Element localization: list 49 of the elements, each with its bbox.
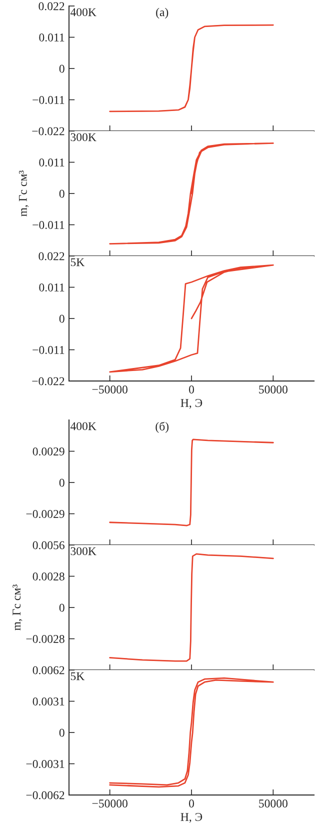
y-tick-label: 0.022 <box>38 252 64 260</box>
y-tick-label: −0.011 <box>32 220 64 230</box>
annotation: (б) <box>156 422 169 433</box>
y-tick-label: −0.022 <box>32 127 64 136</box>
x-tick-label: 50000 <box>259 800 288 808</box>
y-tick-label: −0.022 <box>32 377 64 386</box>
annotation: 5K <box>70 258 85 266</box>
line-series <box>109 142 274 244</box>
y-tick-label: −0.0062 <box>26 791 64 800</box>
y-tick-label: 0 <box>59 728 64 737</box>
annotation: 300K <box>70 133 96 142</box>
y-tick-label: 0.011 <box>39 33 64 42</box>
y-tick-label: −0.011 <box>32 96 64 104</box>
line-series <box>109 677 274 788</box>
y-axis-title: m, Гс см³ <box>18 170 29 216</box>
annotation: 400K <box>70 8 96 16</box>
y-tick-label: 0.0056 <box>32 541 64 550</box>
y-tick-label: 0 <box>59 314 64 323</box>
x-tick-label: 0 <box>189 800 194 808</box>
x-tick-label: −50000 <box>92 386 128 394</box>
y-tick-label: 0.011 <box>39 283 64 292</box>
x-tick-label: 50000 <box>259 386 288 394</box>
y-tick-label: 0 <box>59 190 64 198</box>
line-series <box>109 553 274 662</box>
y-tick-label: 0.0062 <box>32 666 64 674</box>
y-axis-title: m, Гс см³ <box>12 584 22 630</box>
x-tick-label: −50000 <box>92 800 128 808</box>
x-axis-title: H, Э <box>180 813 202 823</box>
x-axis-title: H, Э <box>180 399 202 409</box>
y-tick-label: −0.0029 <box>26 510 64 518</box>
y-tick-label: 0 <box>59 478 64 487</box>
y-tick-label: 0 <box>59 604 64 612</box>
y-tick-label: −0.0028 <box>26 634 64 644</box>
y-tick-label: −0.011 <box>32 346 64 354</box>
line-series <box>109 438 274 526</box>
y-tick-label: 0 <box>59 64 64 73</box>
annotation: (a) <box>156 8 168 19</box>
x-tick-label: 0 <box>189 386 194 394</box>
y-tick-label: 0.022 <box>38 2 64 10</box>
y-tick-label: −0.0031 <box>26 760 64 768</box>
y-tick-label: 0.0028 <box>32 572 64 581</box>
annotation: 5K <box>70 672 85 680</box>
annotation: 400K <box>70 422 96 430</box>
line-series <box>109 24 274 112</box>
y-tick-label: 0.0029 <box>32 447 64 456</box>
annotation: 300K <box>70 547 96 556</box>
line-series <box>109 264 274 373</box>
y-tick-label: 0.011 <box>39 158 64 167</box>
y-tick-label: 0.0031 <box>32 697 64 706</box>
